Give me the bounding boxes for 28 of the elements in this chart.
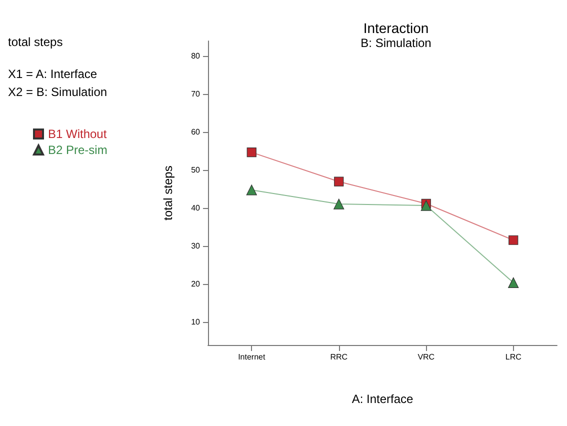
point <box>508 235 518 245</box>
y-tick-label: 70 <box>191 90 201 99</box>
point <box>420 200 432 211</box>
point <box>334 198 344 210</box>
point <box>246 148 256 158</box>
y-tick-label: 40 <box>191 204 201 213</box>
chart-title: Interaction <box>363 20 429 36</box>
point <box>334 176 344 186</box>
x-axis-title: A: Interface <box>352 392 414 406</box>
chart-subtitle: B: Simulation <box>360 36 432 50</box>
text: total steps <box>8 35 63 49</box>
y-tick-label: 80 <box>191 52 201 61</box>
y-tick-label: 10 <box>191 318 201 327</box>
y-tick-label: 20 <box>191 280 201 289</box>
text: X2 = B: Simulation <box>8 85 108 99</box>
y-tick-label: 30 <box>191 242 201 251</box>
y-axis-title: total steps <box>161 166 175 220</box>
y-tick-label: 50 <box>191 166 201 175</box>
point <box>508 277 519 288</box>
y-tick-label: 60 <box>191 128 201 137</box>
x-tick-label: RRC <box>330 352 348 362</box>
text: X1 = A: Interface <box>8 67 98 81</box>
x-tick-label: Internet <box>238 352 266 362</box>
legend-label: B2 Pre-sim <box>48 143 108 157</box>
x-tick-label: VRC <box>418 352 435 362</box>
legend-label: B1 Without <box>48 127 108 141</box>
point <box>246 184 257 196</box>
x-tick-label: LRC <box>505 352 522 362</box>
